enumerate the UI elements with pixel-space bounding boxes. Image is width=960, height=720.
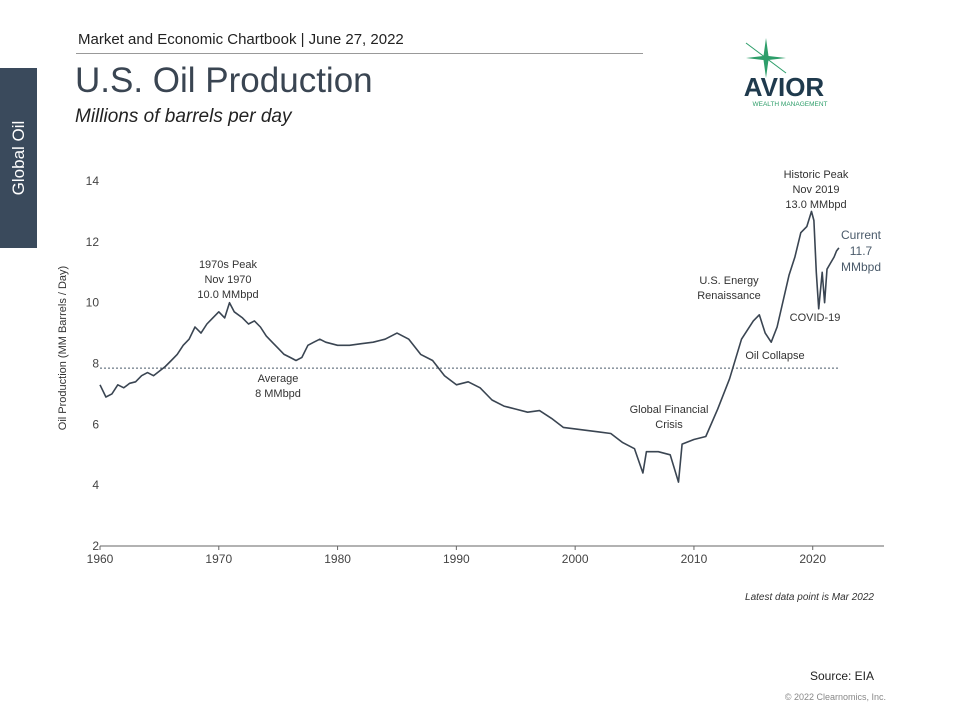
y-tick-label: 6 [92,417,99,431]
y-tick-label: 8 [92,357,99,371]
page-title: U.S. Oil Production [75,61,373,100]
avior-logo: AVIOR WEALTH MANAGEMENT [744,38,828,108]
chartbook-header: Market and Economic Chartbook | June 27,… [78,31,404,48]
source-label: Source: EIA [809,669,874,683]
chart-annotation: U.S. Energy Renaissance [697,275,761,302]
chart-annotation: Current 11.7 MMbpd [841,228,882,274]
y-tick-label: 2 [92,539,99,553]
y-axis: 2 4 6 8 10 12 14 [86,174,100,553]
x-tick-label: 1980 [324,552,351,566]
chart-annotation: COVID-19 [790,312,841,324]
x-tick-label: 2000 [562,552,589,566]
y-tick-label: 10 [86,296,100,310]
chart-annotation: Historic Peak Nov 2019 13.0 MMbpd [784,169,849,211]
x-tick-label: 1960 [87,552,114,566]
chart-annotation: 1970s Peak Nov 1970 10.0 MMbpd [197,259,258,301]
x-tick-label: 2020 [799,552,826,566]
logo-wordmark: AVIOR [744,72,825,102]
y-axis-label: Oil Production (MM Barrels / Day) [57,266,69,430]
side-tab: Global Oil [0,68,37,248]
y-tick-label: 4 [92,478,99,492]
x-tick-label: 1970 [205,552,232,566]
page-subtitle: Millions of barrels per day [75,106,292,127]
copyright-text: © 2022 Clearnomics, Inc. [784,692,886,702]
chart-annotations: 1970s Peak Nov 1970 10.0 MMbpd Average 8 MMb… [197,169,881,431]
logo-tagline: WEALTH MANAGEMENT [753,101,828,108]
oil-production-series-line [99,210,840,483]
latest-data-note: Latest data point is Mar 2022 [745,592,874,603]
logo-star-icon [745,38,787,78]
y-tick-label: 14 [86,174,100,188]
x-tick-label: 1990 [443,552,470,566]
y-tick-label: 12 [86,235,100,249]
x-tick-label: 2010 [681,552,708,566]
chart-annotation: Oil Collapse [745,350,804,362]
x-axis: 1960 1970 1980 1990 2000 2010 2020 [87,545,884,566]
chart-annotation: Average 8 MMbpd [255,373,301,400]
chart-annotation: Global Financial Crisis [630,404,709,431]
header-divider [76,53,643,54]
